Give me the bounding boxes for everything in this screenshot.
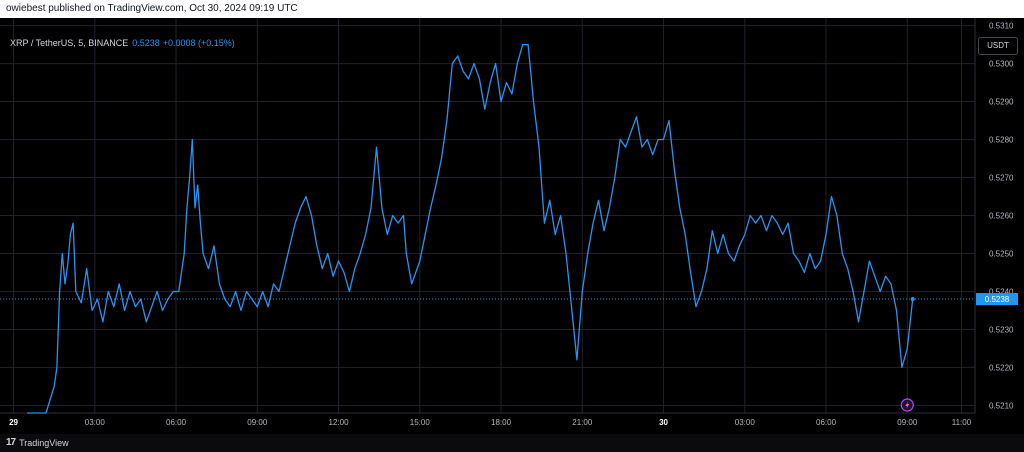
tradingview-brand[interactable]: 17 TradingView	[6, 437, 69, 448]
chart-overlays: 0.5238	[0, 293, 1018, 412]
currency-button[interactable]: USDT	[978, 37, 1018, 55]
price-series-line	[27, 43, 914, 414]
time-tick-label: 21:00	[572, 418, 593, 427]
time-tick-label: 03:00	[85, 418, 106, 427]
current-price-label: 0.5238	[985, 295, 1010, 304]
current-price-badge	[976, 293, 1018, 306]
price-tick-label: 0.5300	[989, 60, 1014, 69]
time-tick-label: 06:00	[166, 418, 187, 427]
chart-legend: XRP / TetherUS, 5, BINANCE 0.5238 +0.0008 …	[10, 38, 235, 48]
chart-axes: 0.5310 0.5300 0.5290 0.5280 0.5270 0.5260 0.52…	[0, 18, 1014, 427]
price-tick-label: 0.5220	[989, 363, 1014, 372]
published-text: owiebest published on TradingView.com, O…	[6, 3, 298, 14]
price-change: +0.0008 (+0.15%)	[162, 38, 235, 48]
time-tick-label: 12:00	[329, 418, 350, 427]
chart-area[interactable]: 0.5310 0.5300 0.5290 0.5280 0.5270 0.5260 0.52…	[0, 18, 1024, 434]
price-tick-label: 0.5240	[989, 287, 1014, 296]
lightning-icon[interactable]	[900, 398, 914, 412]
price-chart[interactable]: 0.5310 0.5300 0.5290 0.5280 0.5270 0.5260 0.52…	[0, 18, 1024, 434]
last-point-marker	[910, 297, 915, 302]
time-tick-label: 11:00	[952, 418, 972, 427]
price-tick-label: 0.5230	[989, 325, 1014, 334]
price-tick-label: 0.5260	[989, 212, 1014, 221]
time-tick-label: 06:00	[816, 418, 837, 427]
lightning-icon-bolt	[905, 401, 910, 409]
price-tick-label: 0.5280	[989, 136, 1014, 145]
price-tick-label: 0.5270	[989, 174, 1014, 183]
chart-background	[0, 18, 1024, 434]
time-tick-label: 18:00	[491, 418, 512, 427]
time-tick-label: 03:00	[735, 418, 756, 427]
price-tick-label: 0.5250	[989, 249, 1014, 258]
brand-label: TradingView	[19, 437, 69, 448]
price-tick-label: 0.5290	[989, 98, 1014, 107]
price-tick-label: 0.5310	[989, 22, 1014, 31]
time-tick-label: 30	[659, 418, 668, 427]
time-tick-label: 29	[9, 418, 18, 427]
time-tick-label: 09:00	[897, 418, 918, 427]
symbol-label: XRP / TetherUS, 5, BINANCE	[10, 38, 129, 48]
tradingview-logo-icon: 17	[6, 437, 16, 448]
published-banner: owiebest published on TradingView.com, O…	[0, 0, 1024, 18]
footer-bar: 17 TradingView	[0, 434, 1024, 452]
time-tick-label: 09:00	[247, 418, 268, 427]
time-tick-label: 15:00	[410, 418, 431, 427]
last-price: 0.5238	[132, 38, 160, 48]
chart-series	[27, 43, 914, 414]
price-tick-label: 0.5210	[989, 401, 1014, 410]
